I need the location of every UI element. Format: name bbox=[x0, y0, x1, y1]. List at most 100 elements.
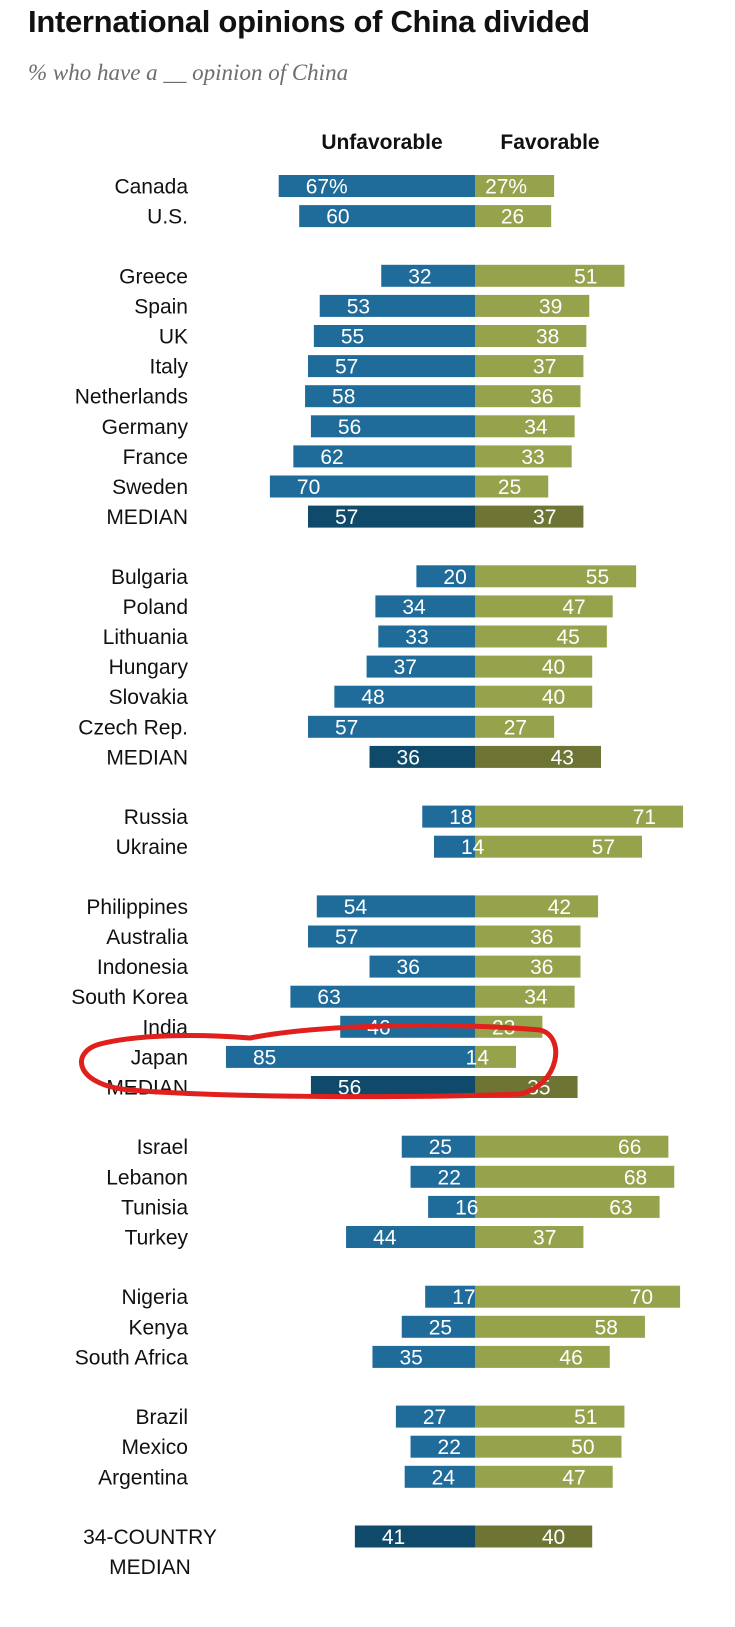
value-unfavorable-u-s: 60 bbox=[326, 206, 349, 229]
category-label-germany: Germany bbox=[102, 416, 189, 439]
bar-unfavorable-hungary bbox=[366, 655, 475, 678]
value-favorable-indonesia: 36 bbox=[530, 956, 553, 979]
bar-favorable-u-s bbox=[475, 205, 552, 228]
value-unfavorable-lithuania: 33 bbox=[405, 626, 428, 649]
category-label-tunisia: Tunisia bbox=[121, 1196, 188, 1219]
bar-unfavorable-canada bbox=[278, 175, 475, 197]
bar-unfavorable-russia bbox=[422, 805, 475, 828]
row-philippines: 54 42 Philippines bbox=[86, 895, 599, 919]
bar-favorable-israel bbox=[475, 1135, 669, 1158]
category-label-russia: Russia bbox=[124, 806, 189, 829]
value-favorable-israel: 66 bbox=[618, 1136, 641, 1159]
bar-favorable-hungary bbox=[475, 655, 593, 678]
value-unfavorable-lebanon: 22 bbox=[438, 1166, 461, 1189]
category-label-turkey: Turkey bbox=[125, 1227, 189, 1250]
value-unfavorable-bulgaria: 20 bbox=[443, 566, 466, 589]
value-favorable-bulgaria: 55 bbox=[586, 566, 609, 589]
value-unfavorable-mexico: 22 bbox=[438, 1436, 461, 1459]
category-label-slovakia: Slovakia bbox=[109, 686, 189, 709]
bar-favorable-argentina bbox=[475, 1465, 613, 1488]
row-france: 62 33 France bbox=[123, 445, 572, 469]
category-label-lebanon: Lebanon bbox=[106, 1166, 188, 1189]
bar-unfavorable-indonesia bbox=[369, 955, 475, 978]
highlight-ellipse-annotation bbox=[79, 1023, 559, 1100]
bar-unfavorable-nigeria bbox=[425, 1285, 475, 1308]
row-poland: 34 47 Poland bbox=[123, 595, 613, 619]
bar-unfavorable-philippines bbox=[316, 895, 475, 918]
value-favorable-34-country-median: 40 bbox=[542, 1526, 565, 1549]
bar-favorable-nigeria bbox=[475, 1285, 681, 1308]
category-label-czech-rep: Czech Rep. bbox=[78, 716, 188, 739]
value-favorable-sweden: 25 bbox=[498, 476, 521, 499]
bar-favorable-median bbox=[475, 745, 601, 768]
bar-favorable-russia bbox=[475, 805, 684, 828]
value-unfavorable-median: 56 bbox=[338, 1077, 361, 1100]
value-unfavorable-kenya: 25 bbox=[429, 1316, 452, 1339]
row-australia: 57 36 Australia bbox=[106, 925, 581, 949]
bar-favorable-tunisia bbox=[475, 1195, 660, 1218]
value-favorable-lithuania: 45 bbox=[556, 626, 579, 649]
bar-unfavorable-france bbox=[293, 445, 475, 468]
category-label-israel: Israel bbox=[137, 1136, 188, 1159]
bar-unfavorable-netherlands bbox=[305, 385, 475, 408]
value-favorable-nigeria: 70 bbox=[630, 1286, 653, 1309]
category-label-argentina: Argentina bbox=[98, 1466, 188, 1489]
category-label-34-country-median: 34-COUNTRY bbox=[83, 1526, 217, 1549]
bar-unfavorable-uk bbox=[313, 325, 475, 347]
category-label-japan: Japan bbox=[131, 1046, 188, 1069]
bar-favorable-indonesia bbox=[475, 955, 581, 978]
value-unfavorable-italy: 57 bbox=[335, 356, 358, 379]
bar-unfavorable-israel bbox=[401, 1135, 475, 1158]
row-uk: 55 38 UK bbox=[159, 325, 587, 349]
value-unfavorable-median: 36 bbox=[397, 746, 420, 769]
bar-unfavorable-mexico bbox=[410, 1435, 475, 1458]
value-favorable-czech-rep: 27 bbox=[504, 716, 527, 739]
bar-unfavorable-median bbox=[310, 1076, 475, 1098]
value-favorable-mexico: 50 bbox=[571, 1436, 594, 1459]
bar-favorable-slovakia bbox=[475, 685, 593, 708]
category-label-canada: Canada bbox=[114, 176, 188, 199]
legend-favorable: Favorable bbox=[500, 131, 599, 154]
category-label-poland: Poland bbox=[123, 596, 188, 619]
chart-title: International opinions of China divided bbox=[28, 4, 590, 39]
bar-unfavorable-34-country-median bbox=[354, 1525, 475, 1548]
value-favorable-lebanon: 68 bbox=[624, 1166, 647, 1189]
bar-favorable-south-korea bbox=[475, 985, 575, 1008]
row-ukraine: 14 57 Ukraine bbox=[116, 835, 643, 859]
value-unfavorable-34-country-median: 41 bbox=[382, 1526, 405, 1549]
value-favorable-tunisia: 63 bbox=[609, 1196, 632, 1219]
category-label-mexico: Mexico bbox=[121, 1436, 188, 1459]
category-label-median: MEDIAN bbox=[106, 506, 188, 529]
row-hungary: 37 40 Hungary bbox=[109, 655, 593, 679]
category-label-median: MEDIAN bbox=[106, 746, 188, 769]
row-south-korea: 63 34 South Korea bbox=[71, 985, 575, 1009]
category-label-france: France bbox=[123, 446, 188, 469]
category-label-spain: Spain bbox=[134, 295, 188, 318]
bar-unfavorable-sweden bbox=[269, 475, 475, 498]
bar-unfavorable-japan bbox=[225, 1045, 475, 1068]
bar-favorable-ukraine bbox=[475, 835, 643, 858]
bar-unfavorable-bulgaria bbox=[416, 565, 475, 588]
bar-unfavorable-south-korea bbox=[290, 985, 475, 1008]
bar-unfavorable-slovakia bbox=[334, 685, 475, 708]
value-unfavorable-netherlands: 58 bbox=[332, 386, 355, 409]
bar-favorable-lithuania bbox=[475, 625, 607, 648]
bar-unfavorable-median bbox=[369, 745, 475, 768]
value-favorable-netherlands: 36 bbox=[530, 386, 553, 409]
row-tunisia: 16 63 Tunisia bbox=[121, 1195, 660, 1219]
bar-favorable-uk bbox=[475, 325, 587, 347]
row-bulgaria: 20 55 Bulgaria bbox=[111, 565, 637, 589]
value-favorable-australia: 36 bbox=[530, 926, 553, 949]
value-unfavorable-tunisia: 16 bbox=[455, 1196, 478, 1219]
category-label-italy: Italy bbox=[149, 356, 188, 379]
row-netherlands: 58 36 Netherlands bbox=[75, 385, 581, 409]
bar-unfavorable-greece bbox=[381, 264, 475, 287]
row-lebanon: 22 68 Lebanon bbox=[106, 1165, 675, 1189]
value-favorable-spain: 39 bbox=[539, 295, 562, 318]
row-sweden: 70 25 Sweden bbox=[112, 475, 549, 499]
value-favorable-japan: 14 bbox=[466, 1046, 490, 1069]
bar-unfavorable-argentina bbox=[404, 1465, 475, 1488]
value-unfavorable-median: 57 bbox=[335, 506, 358, 529]
bar-unfavorable-u-s bbox=[299, 205, 475, 228]
row-median: 57 37 MEDIAN bbox=[106, 505, 584, 529]
